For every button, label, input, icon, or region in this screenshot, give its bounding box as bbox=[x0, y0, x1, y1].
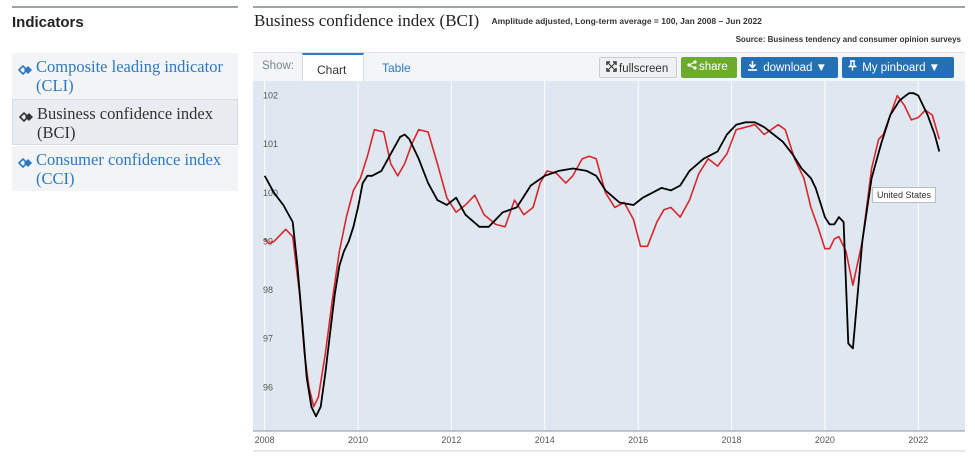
sidebar-item-cci[interactable]: Consumer confidence index (CCI) bbox=[12, 146, 238, 191]
sidebar-item-label: Consumer confidence index (CCI) bbox=[36, 150, 222, 188]
page-subtitle: Amplitude adjusted, Long-term average = … bbox=[491, 16, 762, 26]
share-label: share bbox=[699, 61, 728, 73]
x-tick-label: 2018 bbox=[722, 435, 742, 445]
x-tick-label: 2008 bbox=[255, 435, 275, 445]
double-chevron-right-icon bbox=[17, 150, 36, 187]
y-tick-label: 101 bbox=[263, 139, 278, 149]
show-label: Show: bbox=[262, 60, 294, 72]
page-title-text: Business confidence index (BCI) bbox=[254, 11, 480, 30]
share-icon bbox=[687, 60, 697, 73]
sidebar-item-label: Business confidence index (BCI) bbox=[37, 104, 213, 142]
sidebar-item-label: Composite leading indicator (CLI) bbox=[36, 57, 223, 95]
y-tick-label: 102 bbox=[263, 91, 278, 101]
y-tick-label: 96 bbox=[263, 382, 273, 392]
fullscreen-label: fullscreen bbox=[619, 63, 669, 75]
share-button[interactable]: share bbox=[681, 57, 737, 78]
x-tick-label: 2022 bbox=[908, 435, 928, 445]
x-tick-label: 2012 bbox=[441, 435, 461, 445]
download-button[interactable]: download ▼ bbox=[741, 57, 838, 78]
tab-chart[interactable]: Chart bbox=[302, 53, 364, 82]
plot-background bbox=[253, 81, 965, 431]
page-title: Business confidence index (BCI) Amplitud… bbox=[254, 11, 762, 31]
y-tick-label: 100 bbox=[263, 188, 278, 198]
x-tick-label: 2014 bbox=[535, 435, 555, 445]
expand-icon bbox=[606, 61, 617, 75]
series-line-united-states bbox=[263, 92, 941, 418]
y-tick-label: 98 bbox=[263, 285, 273, 295]
y-tick-label: 97 bbox=[263, 334, 273, 344]
fullscreen-button[interactable]: fullscreen bbox=[599, 57, 677, 78]
download-icon bbox=[747, 60, 758, 74]
pinboard-label: My pinboard ▼ bbox=[862, 62, 941, 74]
sidebar-item-bci[interactable]: Business confidence index (BCI) bbox=[12, 99, 238, 145]
series-line-red bbox=[264, 94, 941, 408]
pinboard-button[interactable]: My pinboard ▼ bbox=[842, 57, 954, 78]
double-chevron-right-icon bbox=[18, 104, 37, 140]
x-tick-label: 2020 bbox=[815, 435, 835, 445]
tab-table[interactable]: Table bbox=[382, 61, 411, 75]
download-label: download ▼ bbox=[763, 62, 828, 74]
header-top-rule bbox=[253, 6, 965, 8]
double-chevron-right-icon bbox=[17, 57, 36, 95]
chart-area: 96 97 98 99 100 101 102 2008 2010 2012 2014 2016 201… bbox=[253, 81, 965, 458]
sidebar-top-rule bbox=[12, 6, 238, 8]
series-tooltip: United States bbox=[872, 187, 937, 203]
x-tick-label: 2010 bbox=[348, 435, 368, 445]
sidebar-item-cli[interactable]: Composite leading indicator (CLI) bbox=[12, 53, 238, 99]
source-note: Source: Business tendency and consumer o… bbox=[735, 35, 961, 44]
pin-icon bbox=[847, 60, 858, 74]
x-tick-label: 2016 bbox=[628, 435, 648, 445]
sidebar-title: Indicators bbox=[12, 14, 84, 31]
chart-toolbar: Show: Chart Table fullscreen share downl… bbox=[253, 52, 965, 82]
